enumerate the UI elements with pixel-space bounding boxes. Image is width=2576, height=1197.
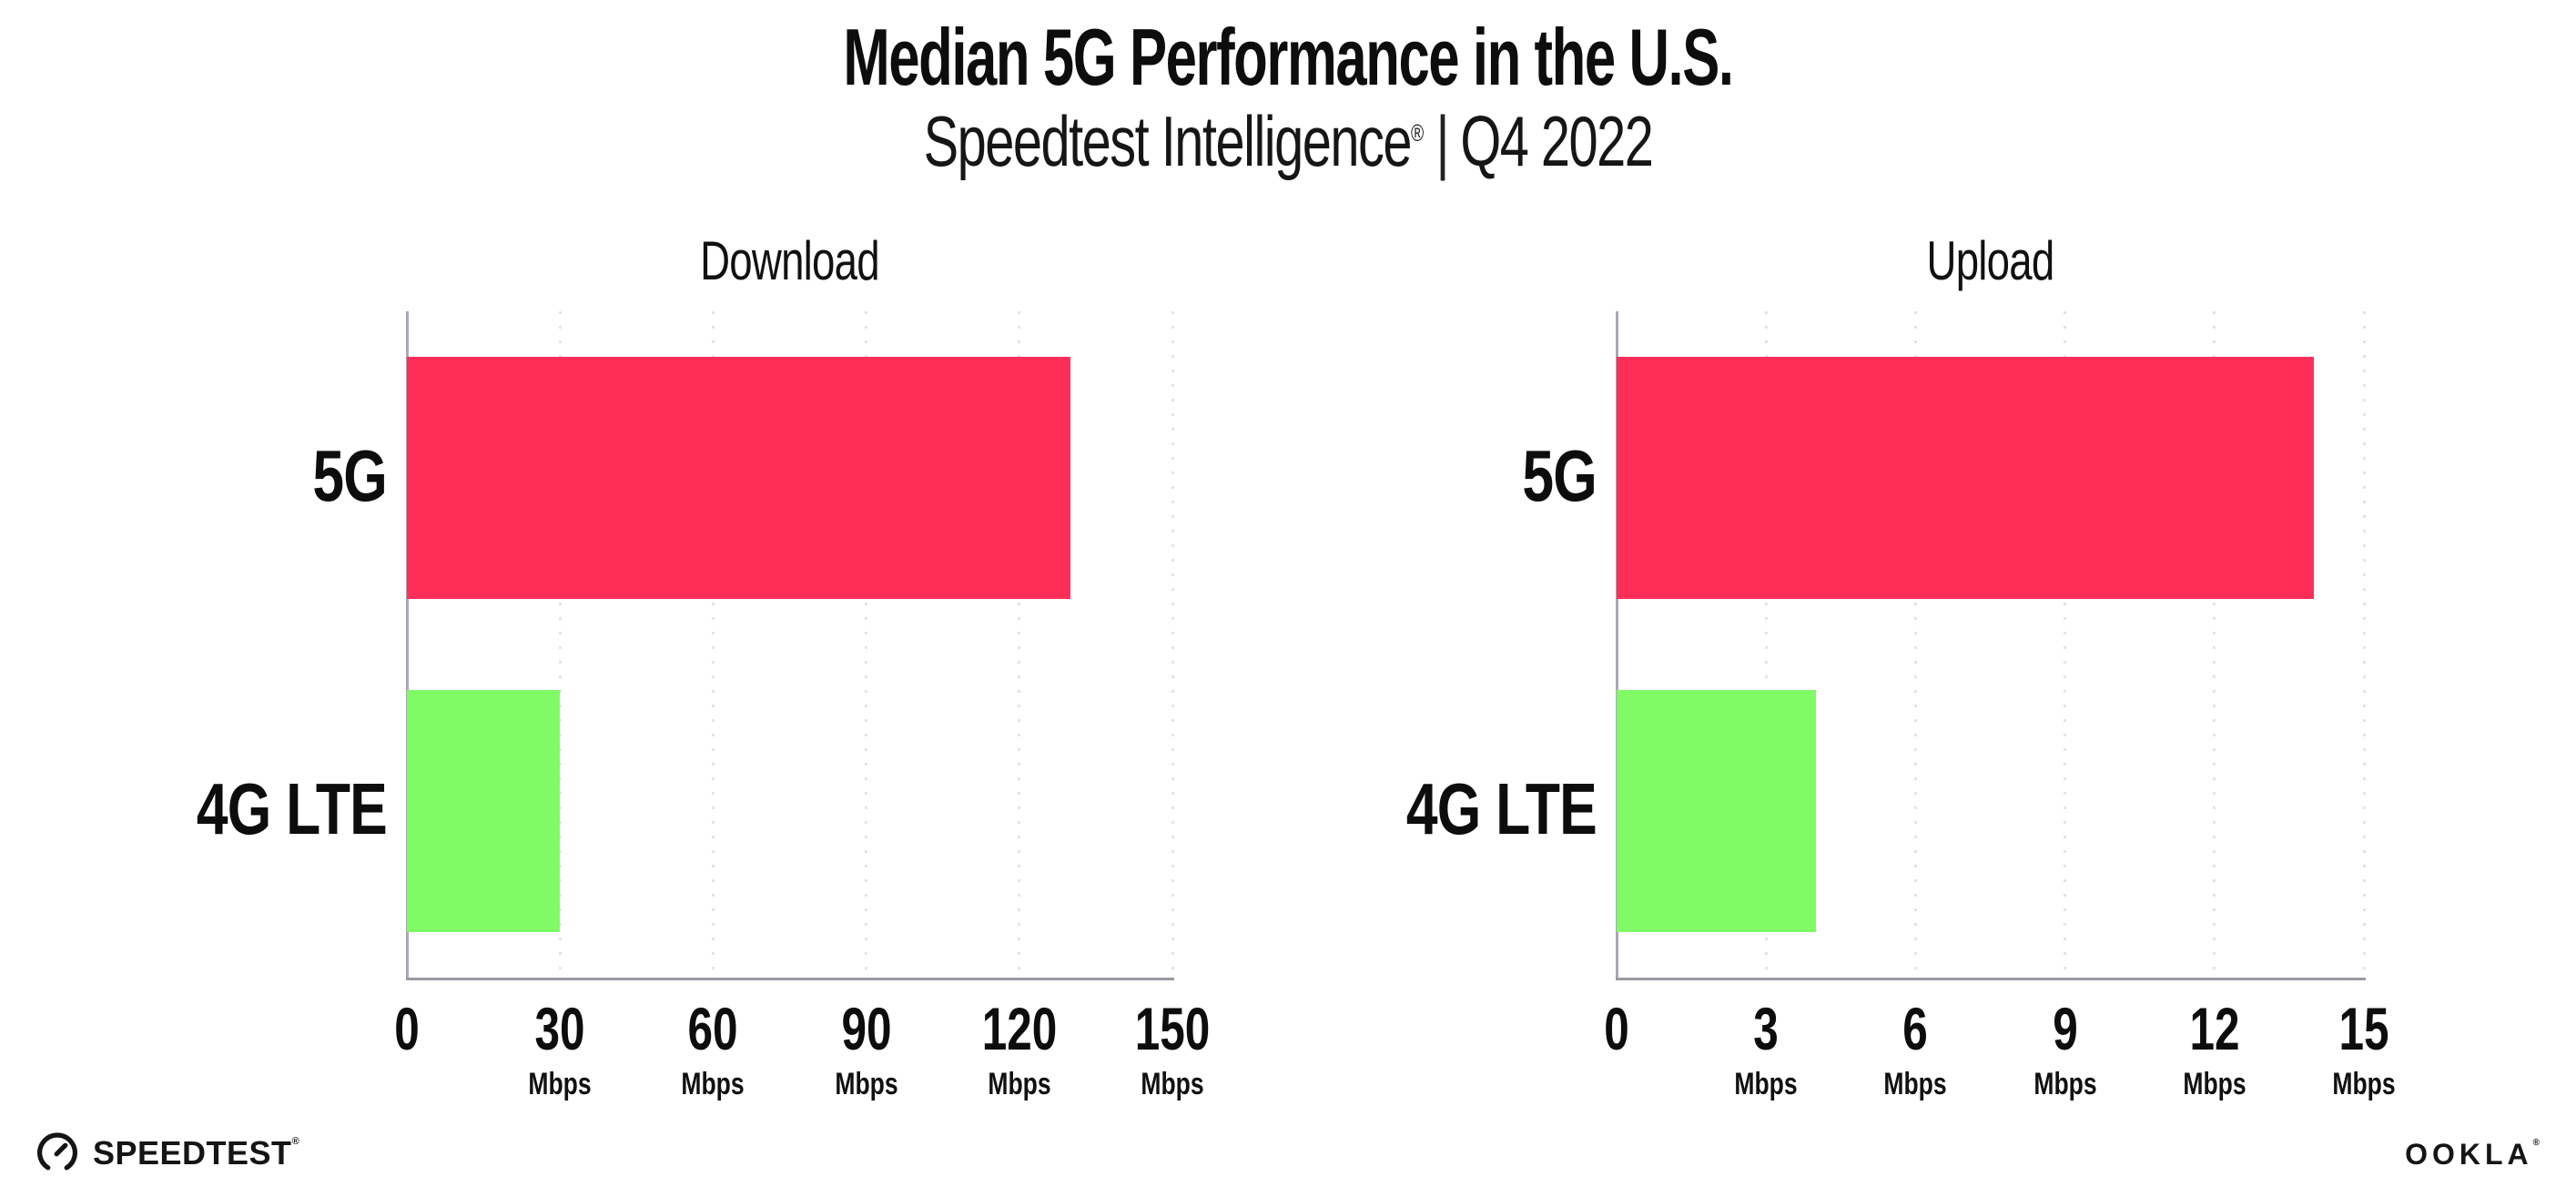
ookla-logo: OOKLA® (2405, 1138, 2540, 1172)
x-axis-line (1615, 978, 2366, 980)
category-label: 4G LTE (1405, 768, 1597, 849)
subtitle-divider: | (1435, 101, 1449, 181)
x-tick-label: 6 (1902, 995, 1929, 1062)
gridline (2362, 311, 2366, 978)
gridline (558, 311, 562, 978)
subtitle-brand: Speedtest Intelligence (923, 101, 1413, 181)
x-tick-label: 3 (1753, 995, 1779, 1062)
x-tick-unit-label: Mbps (988, 1067, 1051, 1101)
bar-4g-lte (1617, 690, 1816, 932)
category-label: 5G (1522, 435, 1597, 516)
gridline (1018, 311, 1021, 978)
gridline (2213, 311, 2216, 978)
gridline (865, 311, 868, 978)
gridline (711, 311, 715, 978)
x-tick-label: 12 (2189, 995, 2240, 1062)
registered-mark-icon: ® (1410, 119, 1425, 147)
bar-5g (1617, 357, 2315, 599)
x-tick-unit-label: Mbps (2183, 1067, 2246, 1101)
x-tick-unit-label: Mbps (2033, 1067, 2097, 1101)
x-tick-label: 90 (841, 995, 892, 1062)
x-tick-label: 0 (1604, 995, 1629, 1062)
registered-mark-icon: ® (291, 1136, 300, 1147)
chart-title: Upload (1926, 230, 2055, 291)
chart-title: Download (700, 230, 879, 291)
gauge-icon (37, 1132, 77, 1171)
registered-mark-icon: ® (2532, 1138, 2540, 1148)
speedtest-logo-text: SPEEDTEST® (93, 1134, 300, 1172)
x-tick-label: 9 (2052, 995, 2078, 1062)
page-subtitle: Speedtest Intelligence® | Q4 2022 (335, 100, 2241, 183)
gridline (1913, 311, 1917, 978)
category-label: 4G LTE (196, 768, 388, 849)
bar-5g (407, 357, 1070, 599)
x-axis-line (405, 978, 1174, 980)
ookla-logo-text: OOKLA® (2405, 1138, 2540, 1171)
x-tick-label: 15 (2338, 995, 2389, 1062)
x-tick-unit-label: Mbps (681, 1067, 745, 1101)
x-tick-unit-label: Mbps (834, 1067, 898, 1101)
x-tick-unit-label: Mbps (1141, 1067, 1204, 1101)
y-axis-line (1615, 311, 1618, 979)
x-tick-label: 150 (1134, 995, 1211, 1062)
x-tick-label: 30 (534, 995, 585, 1062)
gridline (1764, 311, 1768, 978)
x-tick-label: 60 (687, 995, 738, 1062)
subtitle-period: Q4 2022 (1460, 101, 1654, 181)
speedtest-logo: SPEEDTEST® (35, 1131, 299, 1176)
x-tick-label: 120 (981, 995, 1058, 1062)
y-axis-line (405, 311, 409, 979)
x-tick-unit-label: Mbps (2332, 1067, 2396, 1101)
bar-4g-lte (407, 690, 561, 932)
category-label: 5G (312, 435, 387, 516)
x-tick-unit-label: Mbps (1734, 1067, 1798, 1101)
gridline (1171, 311, 1174, 978)
x-tick-label: 0 (394, 995, 420, 1062)
x-tick-unit-label: Mbps (528, 1067, 592, 1101)
gridline (2064, 311, 2067, 978)
page-title: Median 5G Performance in the U.S. (843, 12, 1734, 102)
x-tick-unit-label: Mbps (1883, 1067, 1948, 1101)
